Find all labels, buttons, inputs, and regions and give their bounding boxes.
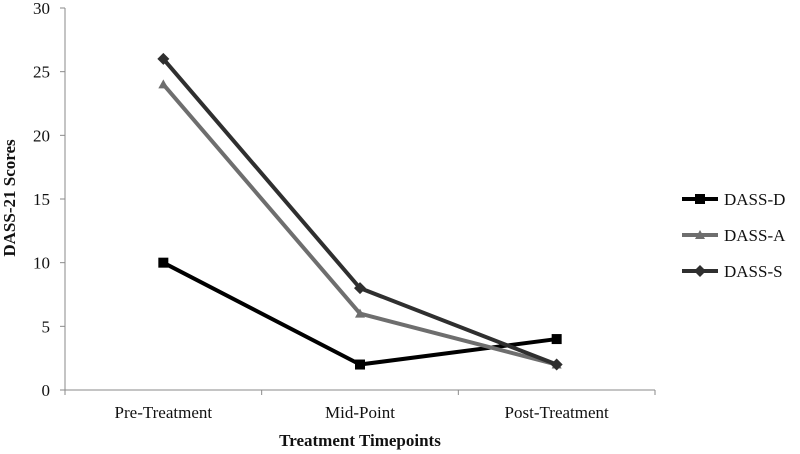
y-tick-label: 25 <box>33 63 50 82</box>
data-point-dass-d <box>158 257 169 268</box>
y-tick-label: 0 <box>42 381 51 400</box>
data-point-dass-a <box>158 79 169 89</box>
x-tick-labels: Pre-Treatment Mid-Point Post-Treatment <box>115 403 609 422</box>
legend-marker-dass-s <box>694 265 706 277</box>
legend-item-dass-s: DASS-S <box>682 262 783 281</box>
legend-label-dass-a: DASS-A <box>724 226 786 245</box>
y-tick-label: 15 <box>33 190 50 209</box>
y-tick-label: 30 <box>33 0 50 18</box>
legend-marker-dass-a <box>695 230 705 239</box>
legend-item-dass-d: DASS-D <box>682 190 785 209</box>
data-point-dass-s <box>157 52 170 65</box>
y-tick-label: 10 <box>33 254 50 273</box>
legend-label-dass-s: DASS-S <box>724 262 783 281</box>
data-point-dass-a <box>355 308 365 318</box>
y-tick-label: 20 <box>33 126 50 145</box>
y-axis-title: DASS-21 Scores <box>0 139 19 257</box>
x-axis-title: Treatment Timepoints <box>279 431 441 450</box>
y-tick-label: 5 <box>42 317 51 336</box>
x-tick-label: Mid-Point <box>325 403 395 422</box>
data-point-dass-s <box>354 282 366 295</box>
legend-label-dass-d: DASS-D <box>724 190 785 209</box>
series-dass-s <box>157 52 563 371</box>
x-tick-label: Pre-Treatment <box>115 403 213 422</box>
data-point-dass-s <box>550 358 563 371</box>
legend-marker-dass-d <box>695 194 705 204</box>
series-group <box>157 52 563 371</box>
x-tick-label: Post-Treatment <box>505 403 609 422</box>
data-point-dass-d <box>551 334 562 345</box>
y-tick-labels: 0 5 10 15 20 25 30 <box>33 0 50 400</box>
series-line-dass-s <box>161 57 558 367</box>
legend: DASS-D DASS-A DASS-S <box>682 190 786 281</box>
legend-item-dass-a: DASS-A <box>682 226 786 245</box>
axes <box>60 7 656 395</box>
data-point-dass-d <box>355 359 365 370</box>
